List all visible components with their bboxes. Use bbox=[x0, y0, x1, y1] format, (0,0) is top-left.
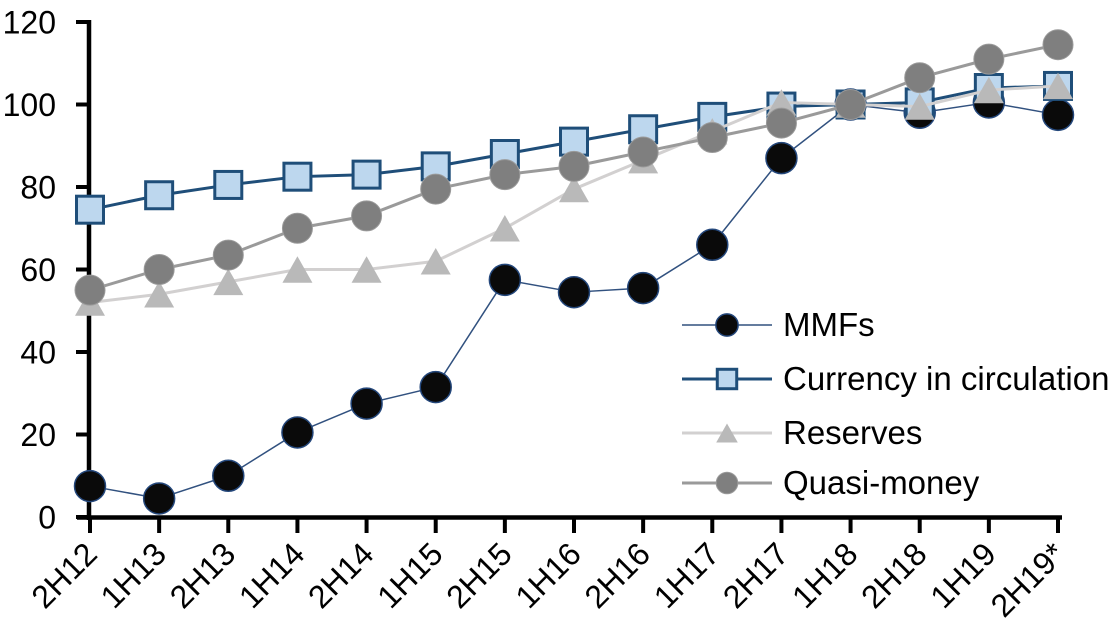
y-axis-tick-label: 60 bbox=[20, 252, 56, 288]
legend-marker-currency-in-circulation bbox=[715, 367, 739, 391]
x-axis-tick-label: 1H17 bbox=[647, 535, 727, 615]
legend-label-reserves: Reserves bbox=[783, 414, 922, 451]
legend-marker-quasi-money bbox=[715, 471, 739, 495]
data-point-mmfs bbox=[1041, 98, 1075, 132]
data-point-reserves bbox=[213, 268, 244, 296]
x-axis-tick-label: 2H13 bbox=[163, 535, 243, 615]
data-point-mmfs bbox=[696, 228, 729, 261]
legend-item-mmfs: MMFs bbox=[682, 306, 875, 343]
data-point-quasi-money bbox=[143, 254, 175, 285]
series-quasi-money bbox=[74, 29, 1074, 306]
data-point-quasi-money bbox=[835, 89, 867, 120]
x-axis-tick-label: 2H12 bbox=[24, 535, 104, 615]
data-point-reserves bbox=[351, 256, 382, 283]
x-axis-tick-label: 2H19* bbox=[984, 535, 1072, 623]
data-point-mmfs bbox=[212, 459, 245, 492]
data-point-quasi-money bbox=[281, 212, 313, 244]
data-point-mmfs bbox=[350, 387, 383, 420]
data-point-reserves bbox=[904, 93, 935, 120]
data-point-reserves bbox=[559, 175, 589, 203]
data-point-reserves bbox=[1043, 72, 1073, 100]
legend-marker-mmfs bbox=[715, 313, 739, 337]
data-point-quasi-money bbox=[765, 107, 797, 139]
data-point-reserves bbox=[766, 89, 797, 116]
legend-item-currency-in-circulation: Currency in circulation bbox=[682, 360, 1109, 397]
data-point-reserves bbox=[282, 256, 313, 283]
x-axis-tick-label: 2H17 bbox=[716, 535, 796, 615]
data-point-mmfs bbox=[765, 141, 798, 175]
x-axis-tick-label: 1H16 bbox=[508, 535, 588, 615]
data-point-quasi-money bbox=[558, 150, 590, 182]
x-axis-tick-label: 1H13 bbox=[94, 535, 174, 615]
data-point-currency-in-circulation bbox=[144, 180, 175, 211]
data-point-quasi-money bbox=[489, 159, 521, 191]
x-axis-tick-label: 1H15 bbox=[370, 535, 450, 615]
legend-item-reserves: Reserves bbox=[682, 414, 922, 451]
data-point-currency-in-circulation bbox=[282, 161, 313, 192]
data-point-quasi-money bbox=[904, 62, 936, 94]
x-axis-tick-label: 2H18 bbox=[854, 535, 934, 615]
x-axis-tick-label: 2H15 bbox=[439, 535, 519, 615]
data-point-reserves bbox=[973, 76, 1004, 104]
data-point-mmfs bbox=[142, 482, 176, 515]
x-axis-tick-label: 2H14 bbox=[301, 535, 381, 615]
data-point-quasi-money bbox=[1042, 29, 1074, 61]
x-axis-tick-label: 2H16 bbox=[578, 535, 658, 615]
legend: MMFs Currency in circulation Reserves Quasi… bbox=[682, 306, 1109, 501]
legend-label-currency-in-circulation: Currency in circulation bbox=[783, 360, 1109, 397]
data-point-currency-in-circulation bbox=[213, 169, 244, 200]
x-axis-tick-label: 1H14 bbox=[232, 535, 312, 615]
data-point-quasi-money bbox=[696, 122, 728, 153]
y-axis-tick-label: 80 bbox=[20, 170, 56, 206]
legend-item-quasi-money: Quasi-money bbox=[682, 464, 980, 501]
data-point-mmfs bbox=[488, 263, 522, 297]
data-point-quasi-money bbox=[973, 43, 1005, 75]
data-point-mmfs bbox=[419, 370, 452, 404]
legend-label-quasi-money: Quasi-money bbox=[783, 464, 980, 501]
data-point-reserves bbox=[420, 248, 451, 275]
y-axis-tick-label: 100 bbox=[3, 87, 56, 123]
data-point-currency-in-circulation bbox=[75, 194, 105, 225]
data-point-mmfs bbox=[281, 416, 314, 449]
data-point-quasi-money bbox=[212, 239, 244, 271]
data-point-quasi-money bbox=[627, 136, 659, 168]
legend-marker-reserves bbox=[716, 423, 738, 443]
y-axis-tick-label: 40 bbox=[20, 335, 56, 371]
data-point-mmfs bbox=[73, 469, 107, 503]
data-point-currency-in-circulation bbox=[351, 159, 382, 190]
data-point-quasi-money bbox=[420, 173, 452, 205]
y-axis-tick-label: 0 bbox=[38, 500, 56, 536]
data-point-reserves bbox=[489, 215, 520, 242]
y-axis-tick-label: 20 bbox=[20, 417, 56, 453]
y-axis-tick-label: 120 bbox=[3, 5, 56, 41]
data-point-quasi-money bbox=[351, 200, 383, 232]
x-axis-tick-label: 1H18 bbox=[785, 535, 865, 615]
data-point-mmfs bbox=[626, 271, 660, 305]
data-point-mmfs bbox=[557, 275, 591, 309]
data-point-reserves bbox=[144, 281, 175, 308]
data-point-quasi-money bbox=[74, 274, 106, 306]
legend-label-mmfs: MMFs bbox=[783, 306, 875, 343]
